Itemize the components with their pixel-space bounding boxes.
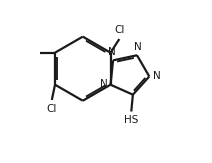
Text: N: N [108, 47, 116, 57]
Text: N: N [153, 71, 160, 82]
Text: HS: HS [124, 116, 138, 126]
Text: Cl: Cl [47, 104, 57, 114]
Text: N: N [134, 42, 142, 52]
Text: Cl: Cl [114, 25, 125, 35]
Text: N: N [100, 79, 108, 89]
